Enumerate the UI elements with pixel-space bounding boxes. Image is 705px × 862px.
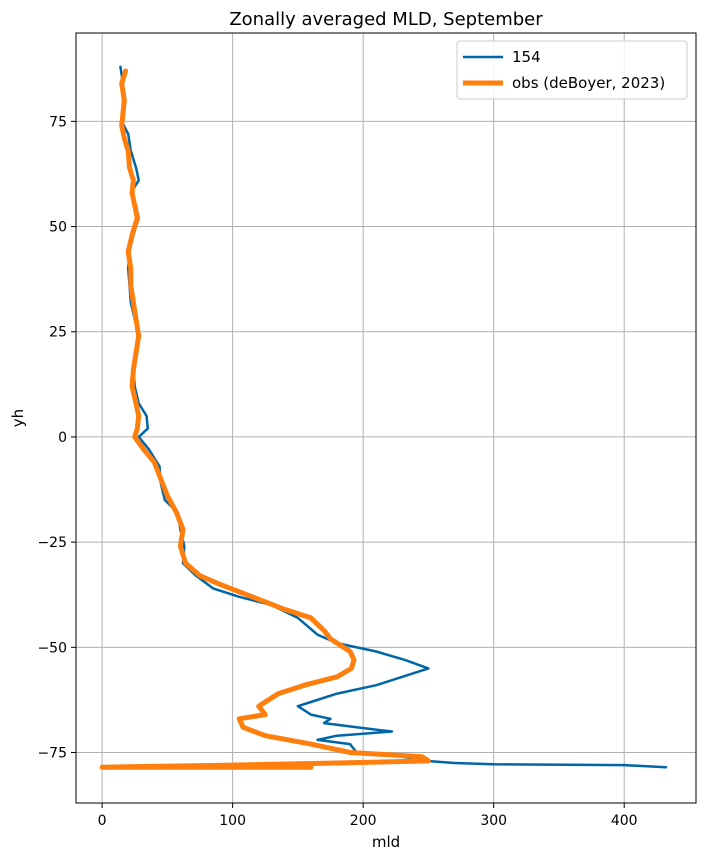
y-tick-label: 0 <box>58 430 67 446</box>
x-tick-label: 100 <box>219 813 246 829</box>
legend-box <box>456 40 688 100</box>
plot-frame <box>75 32 697 804</box>
y-ticks: −75 −50 −25 0 25 50 75 <box>37 114 76 762</box>
y-tick-label: 75 <box>49 114 67 130</box>
series-line-obs <box>99 68 431 770</box>
chart-title: Zonally averaged MLD, September <box>229 9 543 30</box>
y-tick-label: −25 <box>37 535 67 551</box>
y-tick-label: −50 <box>37 640 67 656</box>
y-tick-label: 50 <box>49 220 67 236</box>
x-tick-label: 300 <box>480 813 507 829</box>
y-tick-label: −75 <box>37 746 67 762</box>
y-tick-label: 25 <box>49 325 67 341</box>
legend-label-series-obs: obs (deBoyer, 2023) <box>512 74 665 92</box>
x-tick-label: 200 <box>350 813 377 829</box>
x-tick-label: 400 <box>611 813 638 829</box>
x-axis-label: mld <box>372 833 400 851</box>
y-axis-label: yh <box>9 409 27 427</box>
x-tick-label: 0 <box>98 813 107 829</box>
x-ticks: 0 100 200 300 400 <box>98 803 638 829</box>
data-lines <box>99 65 668 770</box>
legend: 154 obs (deBoyer, 2023) <box>456 40 688 100</box>
series-line-154 <box>119 65 668 769</box>
grid-lines <box>76 33 696 803</box>
legend-label-series-154: 154 <box>512 48 541 66</box>
